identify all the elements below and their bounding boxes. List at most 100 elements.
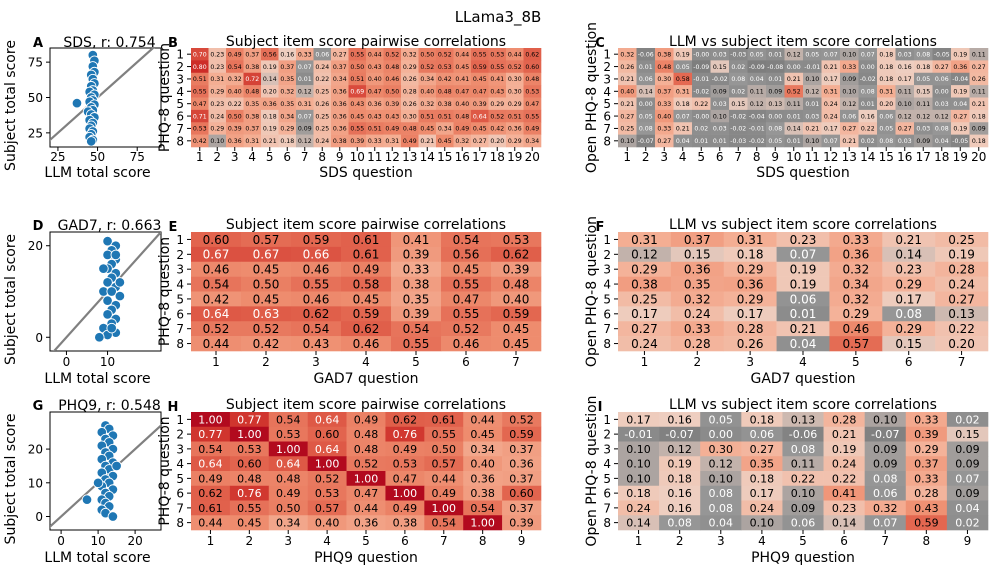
heatmap-cell-label: 0.36 [333, 113, 347, 120]
x-tick-label: 8 [753, 150, 761, 164]
heatmap-cell-label: 0.40 [503, 292, 530, 306]
heatmap-cell [261, 97, 279, 111]
heatmap-cell-label: 0.66 [303, 248, 330, 262]
identity-line [50, 48, 155, 142]
heatmap-cell-label: 0.21 [790, 322, 817, 336]
heatmap-cell-label: 0.62 [303, 307, 330, 321]
heatmap-cell-label: 0.11 [791, 458, 816, 471]
heatmap-cell [618, 426, 660, 442]
heatmap-cell [506, 134, 524, 148]
heatmap-cell [471, 60, 489, 74]
heatmap-cell-label: 0.03 [898, 138, 912, 145]
heatmap-cell [341, 232, 392, 248]
y-tick-label: 4 [603, 85, 611, 99]
heatmap-cell [821, 97, 841, 111]
heatmap-cell-label: 0.57 [842, 337, 869, 351]
heatmap-cell [348, 48, 367, 61]
heatmap-cell [723, 291, 777, 307]
heatmap-cell-label: 0.09 [791, 502, 816, 515]
heatmap-cell [491, 232, 542, 248]
heatmap-cell [784, 97, 804, 111]
heatmap-cell-label: 0.46 [842, 322, 869, 336]
heatmap-cell [463, 471, 503, 487]
y-tick-label: 1 [176, 233, 184, 247]
heatmap-cell-label: 0.27 [935, 64, 949, 71]
heatmap-cell [385, 471, 425, 487]
y-tick-label: 6 [176, 307, 184, 321]
x-axis-label: SDS question [756, 165, 850, 181]
heatmap-cell [782, 426, 824, 442]
x-tick-label: 4 [248, 150, 256, 164]
heatmap-cell [710, 85, 730, 98]
heatmap-cell [747, 72, 767, 86]
heatmap-cell [506, 97, 524, 111]
heatmap-cell [453, 48, 472, 61]
heatmap-cell [278, 48, 297, 61]
y-tick-label: 5 [176, 97, 184, 111]
heatmap-cell [784, 109, 804, 123]
heatmap-cell-label: 0.09 [972, 126, 986, 133]
heatmap-cell [655, 85, 674, 98]
heatmap-cell [401, 134, 419, 148]
heatmap-cell [882, 232, 936, 248]
y-tick-label: 7 [603, 122, 611, 136]
scatter-point [94, 332, 105, 343]
x-tick-label: 3 [746, 355, 754, 369]
heatmap-cell [776, 321, 830, 337]
heatmap-cell-label: 0.36 [354, 517, 379, 530]
y-tick-label: 4 [176, 85, 184, 99]
heatmap-cell [618, 441, 660, 457]
scatter-panel-G: 0 10 20 0 10 20 PHQ9, r: 0.548 G LLM total score… [3, 398, 162, 566]
heatmap-cell [729, 109, 748, 123]
heatmap-cell-label: 0.11 [916, 101, 930, 108]
heatmap-cell-label: 0.00 [787, 64, 801, 71]
heatmap-cell [969, 60, 989, 74]
heatmap-cell [951, 97, 970, 111]
heatmap-cell [418, 72, 437, 86]
heatmap-cell-label: 0.10 [210, 138, 224, 145]
heatmap-cell [618, 336, 672, 352]
heatmap-cell [803, 109, 822, 123]
heatmap-cell [383, 48, 402, 61]
heatmap-cell [882, 276, 936, 292]
x-tick-label: 17 [916, 150, 931, 164]
heatmap-cell [471, 122, 489, 135]
heatmap-cell [226, 109, 244, 123]
heatmap-cell [914, 85, 933, 98]
x-tick-label: 17 [472, 150, 487, 164]
heatmap-cell [313, 72, 332, 86]
scatter-point [98, 263, 109, 274]
heatmap-cell-label: 0.29 [210, 126, 224, 133]
y-tick-label: 50 [28, 91, 43, 105]
heatmap-cell-label: 0.29 [210, 89, 224, 96]
x-tick-label: 16 [897, 150, 912, 164]
y-axis-label: PHQ-8 question [157, 43, 173, 152]
heatmap-cell [261, 72, 279, 86]
heatmap-cell-label: 0.14 [626, 517, 651, 530]
x-tick-label: 4 [758, 534, 766, 548]
heatmap-cell [741, 426, 783, 442]
y-tick-label: 20 [28, 443, 43, 457]
heatmap-cell [747, 48, 767, 61]
heatmap-cell [208, 48, 227, 61]
scatter-panel-D: 0 10 0 20 GAD7, r: 0.663 D LLM total score Subj… [3, 218, 162, 387]
heatmap-cell-label: 0.44 [432, 472, 457, 485]
heatmap-cell-label: -0.02 [749, 138, 765, 145]
heatmap-cell-label: 0.21 [972, 101, 986, 108]
heatmap-cell-label: 0.17 [737, 307, 764, 321]
heatmap-cell [821, 60, 841, 74]
heatmap-cell [877, 97, 896, 111]
heatmap-cell-label: 0.64 [198, 458, 223, 471]
heatmap-cell [243, 72, 262, 86]
heatmap-cell-label: 0.37 [333, 64, 347, 71]
heatmap-cell-label: 0.42 [203, 292, 230, 306]
heatmap-cell-label: 0.31 [298, 101, 312, 108]
heatmap-cell-label: 0.42 [490, 126, 504, 133]
heatmap-cell [346, 500, 386, 516]
scatter-point [102, 295, 113, 306]
heatmap-cell-label: 0.50 [276, 502, 301, 515]
y-axis-label: Open PHQ-8 question [584, 395, 600, 546]
heatmap-cell [241, 336, 292, 352]
heatmap-cell-label: 0.33 [842, 64, 856, 71]
heatmap-cell [491, 276, 542, 292]
